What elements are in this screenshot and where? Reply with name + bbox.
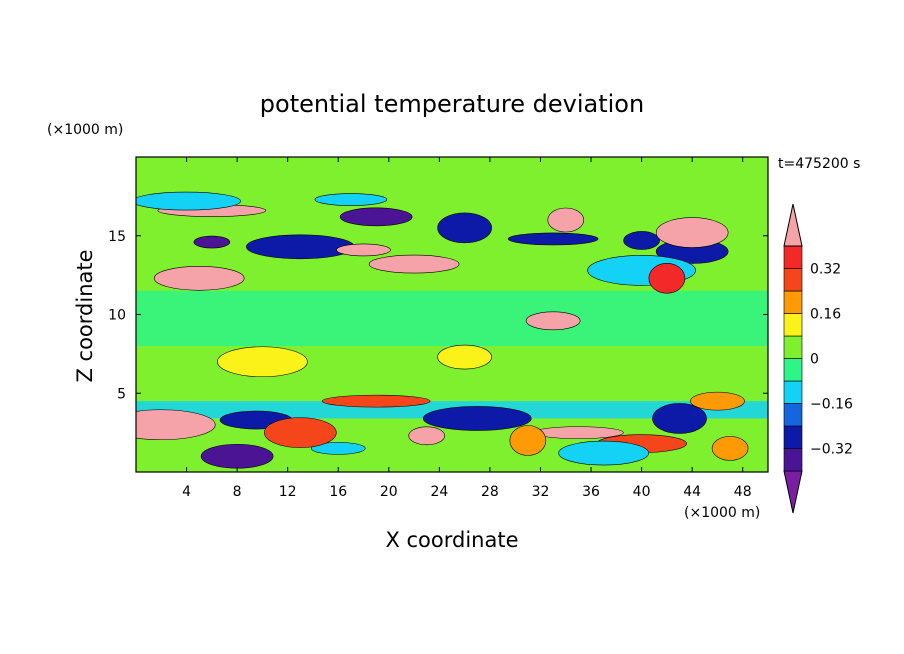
field-feature [547,207,585,233]
colorbar-tick-label: 0.32 [810,262,841,278]
x-tick-label: 24 [430,484,448,500]
field-feature [437,212,492,244]
colorbar-low-triangle [783,470,803,514]
chart-title: potential temperature deviation [260,90,644,118]
colorbar-tick-label: 0.16 [810,307,841,323]
field-feature [437,344,492,370]
field-feature [422,406,532,431]
time-label: t=475200 s [778,156,860,172]
x-tick-label: 8 [233,484,242,500]
x-tick-label: 28 [481,484,499,500]
y-tick-label: 10 [108,308,126,324]
colorbar-segment [783,268,803,292]
colorbar-segment [783,448,803,472]
x-tick-label: 36 [582,484,600,500]
field-band [136,157,768,213]
colorbar-tick-label: −0.16 [810,397,853,413]
field-feature [136,409,216,441]
field-band [136,290,768,346]
colorbar-segment [783,380,803,404]
y-tick-label: 15 [108,229,126,245]
x-tick-label: 16 [329,484,347,500]
field-feature [246,234,355,260]
field-feature [368,254,460,274]
field-feature [408,426,446,446]
field-feature [558,440,649,466]
colorbar-segment [783,358,803,382]
colorbar-segment [783,335,803,359]
x-tick-label: 20 [380,484,398,500]
x-tick-label: 48 [734,484,752,500]
field-feature [655,217,729,248]
field-feature [652,403,707,434]
field-feature [314,193,388,206]
colorbar-high-triangle [783,203,803,247]
field-feature [264,417,337,448]
field-feature [648,262,686,294]
field-feature [310,442,366,455]
field-feature [200,443,274,469]
field-feature [623,231,660,250]
x-tick-label: 4 [182,484,191,500]
field-feature [533,426,624,439]
y-unit-label: (×1000 m) [47,122,123,138]
x-tick-label: 32 [532,484,550,500]
x-tick-label: 12 [279,484,297,500]
x-axis-label: X coordinate [385,528,518,552]
field-feature [525,311,581,331]
colorbar-segment [783,290,803,314]
field-feature [217,346,308,378]
field-feature [321,394,431,408]
x-tick-label: 40 [633,484,651,500]
field-feature [339,207,413,227]
colorbar-tick-label: −0.32 [810,442,853,458]
field-feature [711,436,749,461]
y-axis: 5 10 15 [108,229,768,402]
y-axis-label: Z coordinate [73,249,97,382]
x-axis: 4 8 12 16 20 24 28 32 36 40 44 48 [182,157,752,500]
field-feature [507,232,599,246]
field-feature [336,243,391,257]
colorbar-segment [783,425,803,449]
field-feature [136,191,241,211]
field-feature [193,235,231,249]
x-unit-label: (×1000 m) [684,505,760,521]
x-tick-label: 44 [683,484,701,500]
colorbar-segment [783,403,803,427]
y-tick-label: 5 [117,386,126,402]
field-feature [153,265,245,291]
plot-area [136,157,768,472]
colorbar-tick-label: 0 [810,352,819,368]
field-feature [509,425,547,456]
colorbar-segment [783,245,803,269]
colorbar: 0.32 0.16 0 −0.16 −0.32 [783,203,853,514]
colorbar-segment [783,313,803,337]
field-feature [690,391,745,411]
